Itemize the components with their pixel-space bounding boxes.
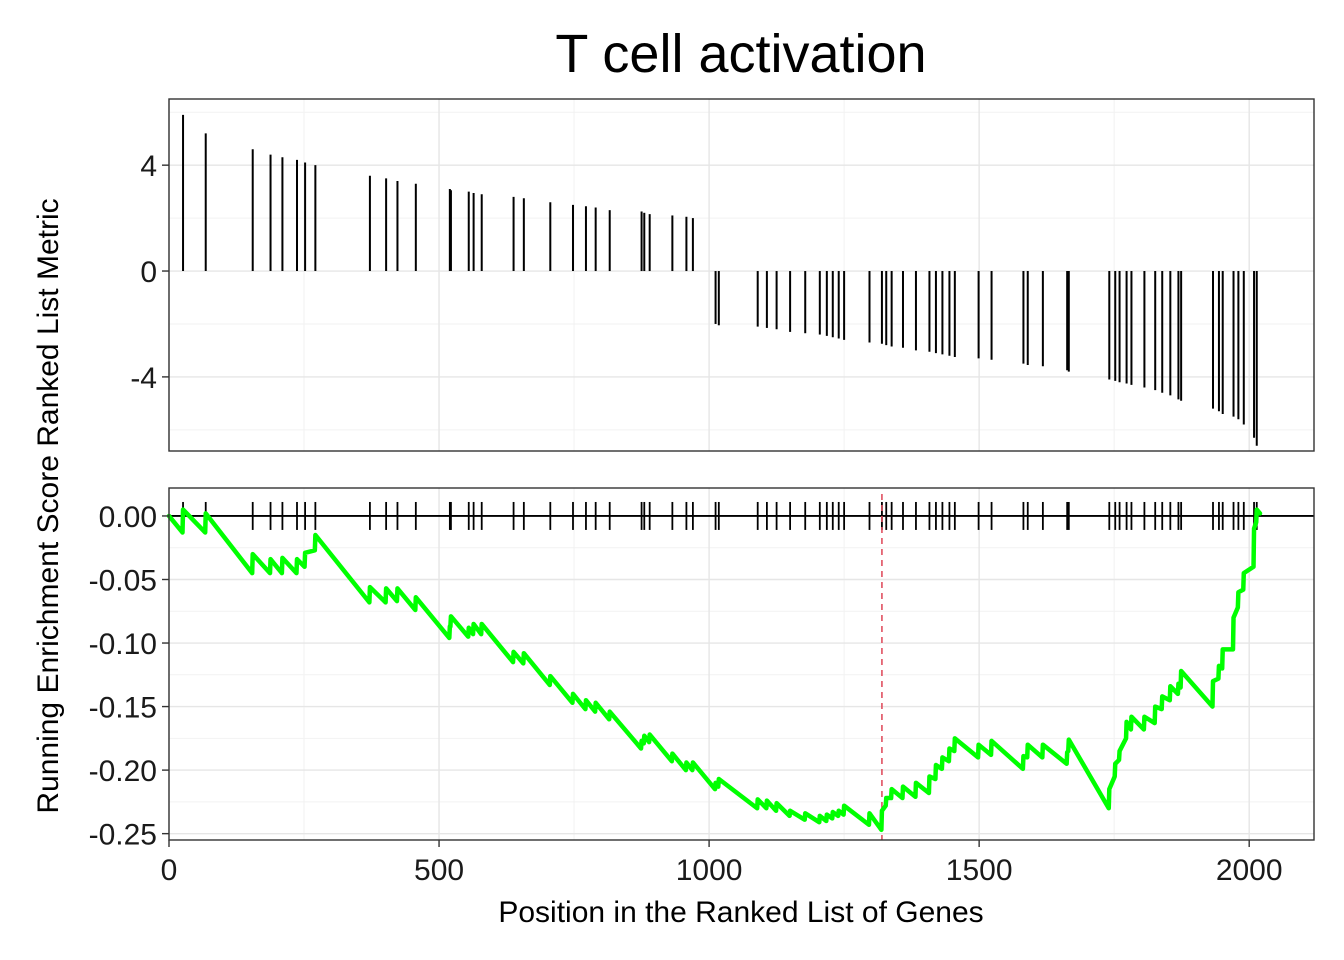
panel-border bbox=[168, 487, 1315, 841]
x-axis-label: Position in the Ranked List of Genes bbox=[498, 896, 983, 929]
y-tick-label: -0.15 bbox=[89, 692, 157, 725]
y-tick-label: 4 bbox=[140, 150, 157, 183]
x-tick-label: 0 bbox=[161, 854, 178, 887]
panel-border bbox=[168, 98, 1315, 452]
y-tick-label: 0 bbox=[140, 256, 157, 289]
ranked-metric-panel: -4 0 4 bbox=[130, 98, 1315, 452]
running-es-line bbox=[166, 507, 1263, 833]
x-tick-label: 2000 bbox=[1216, 854, 1283, 887]
x-tick-label: 500 bbox=[414, 854, 464, 887]
y-tick-label: -0.05 bbox=[89, 564, 157, 597]
chart-title: T cell activation bbox=[555, 24, 926, 84]
y-tick-label: 0.00 bbox=[99, 501, 157, 534]
y-tick-label: -0.10 bbox=[89, 628, 157, 661]
y-tick-label: -0.25 bbox=[89, 819, 157, 852]
y-tick-label: -0.20 bbox=[89, 755, 157, 788]
x-tick-label: 1500 bbox=[946, 854, 1013, 887]
x-tick-label: 1000 bbox=[676, 854, 743, 887]
running-es-panel: 0.00 -0.05 -0.10 -0.15 -0.20 -0.250 500 1000 150… bbox=[89, 487, 1315, 887]
y-tick-label: -4 bbox=[130, 362, 157, 395]
y-axis-label: Running Enrichment Score Ranked List Met… bbox=[32, 198, 65, 813]
